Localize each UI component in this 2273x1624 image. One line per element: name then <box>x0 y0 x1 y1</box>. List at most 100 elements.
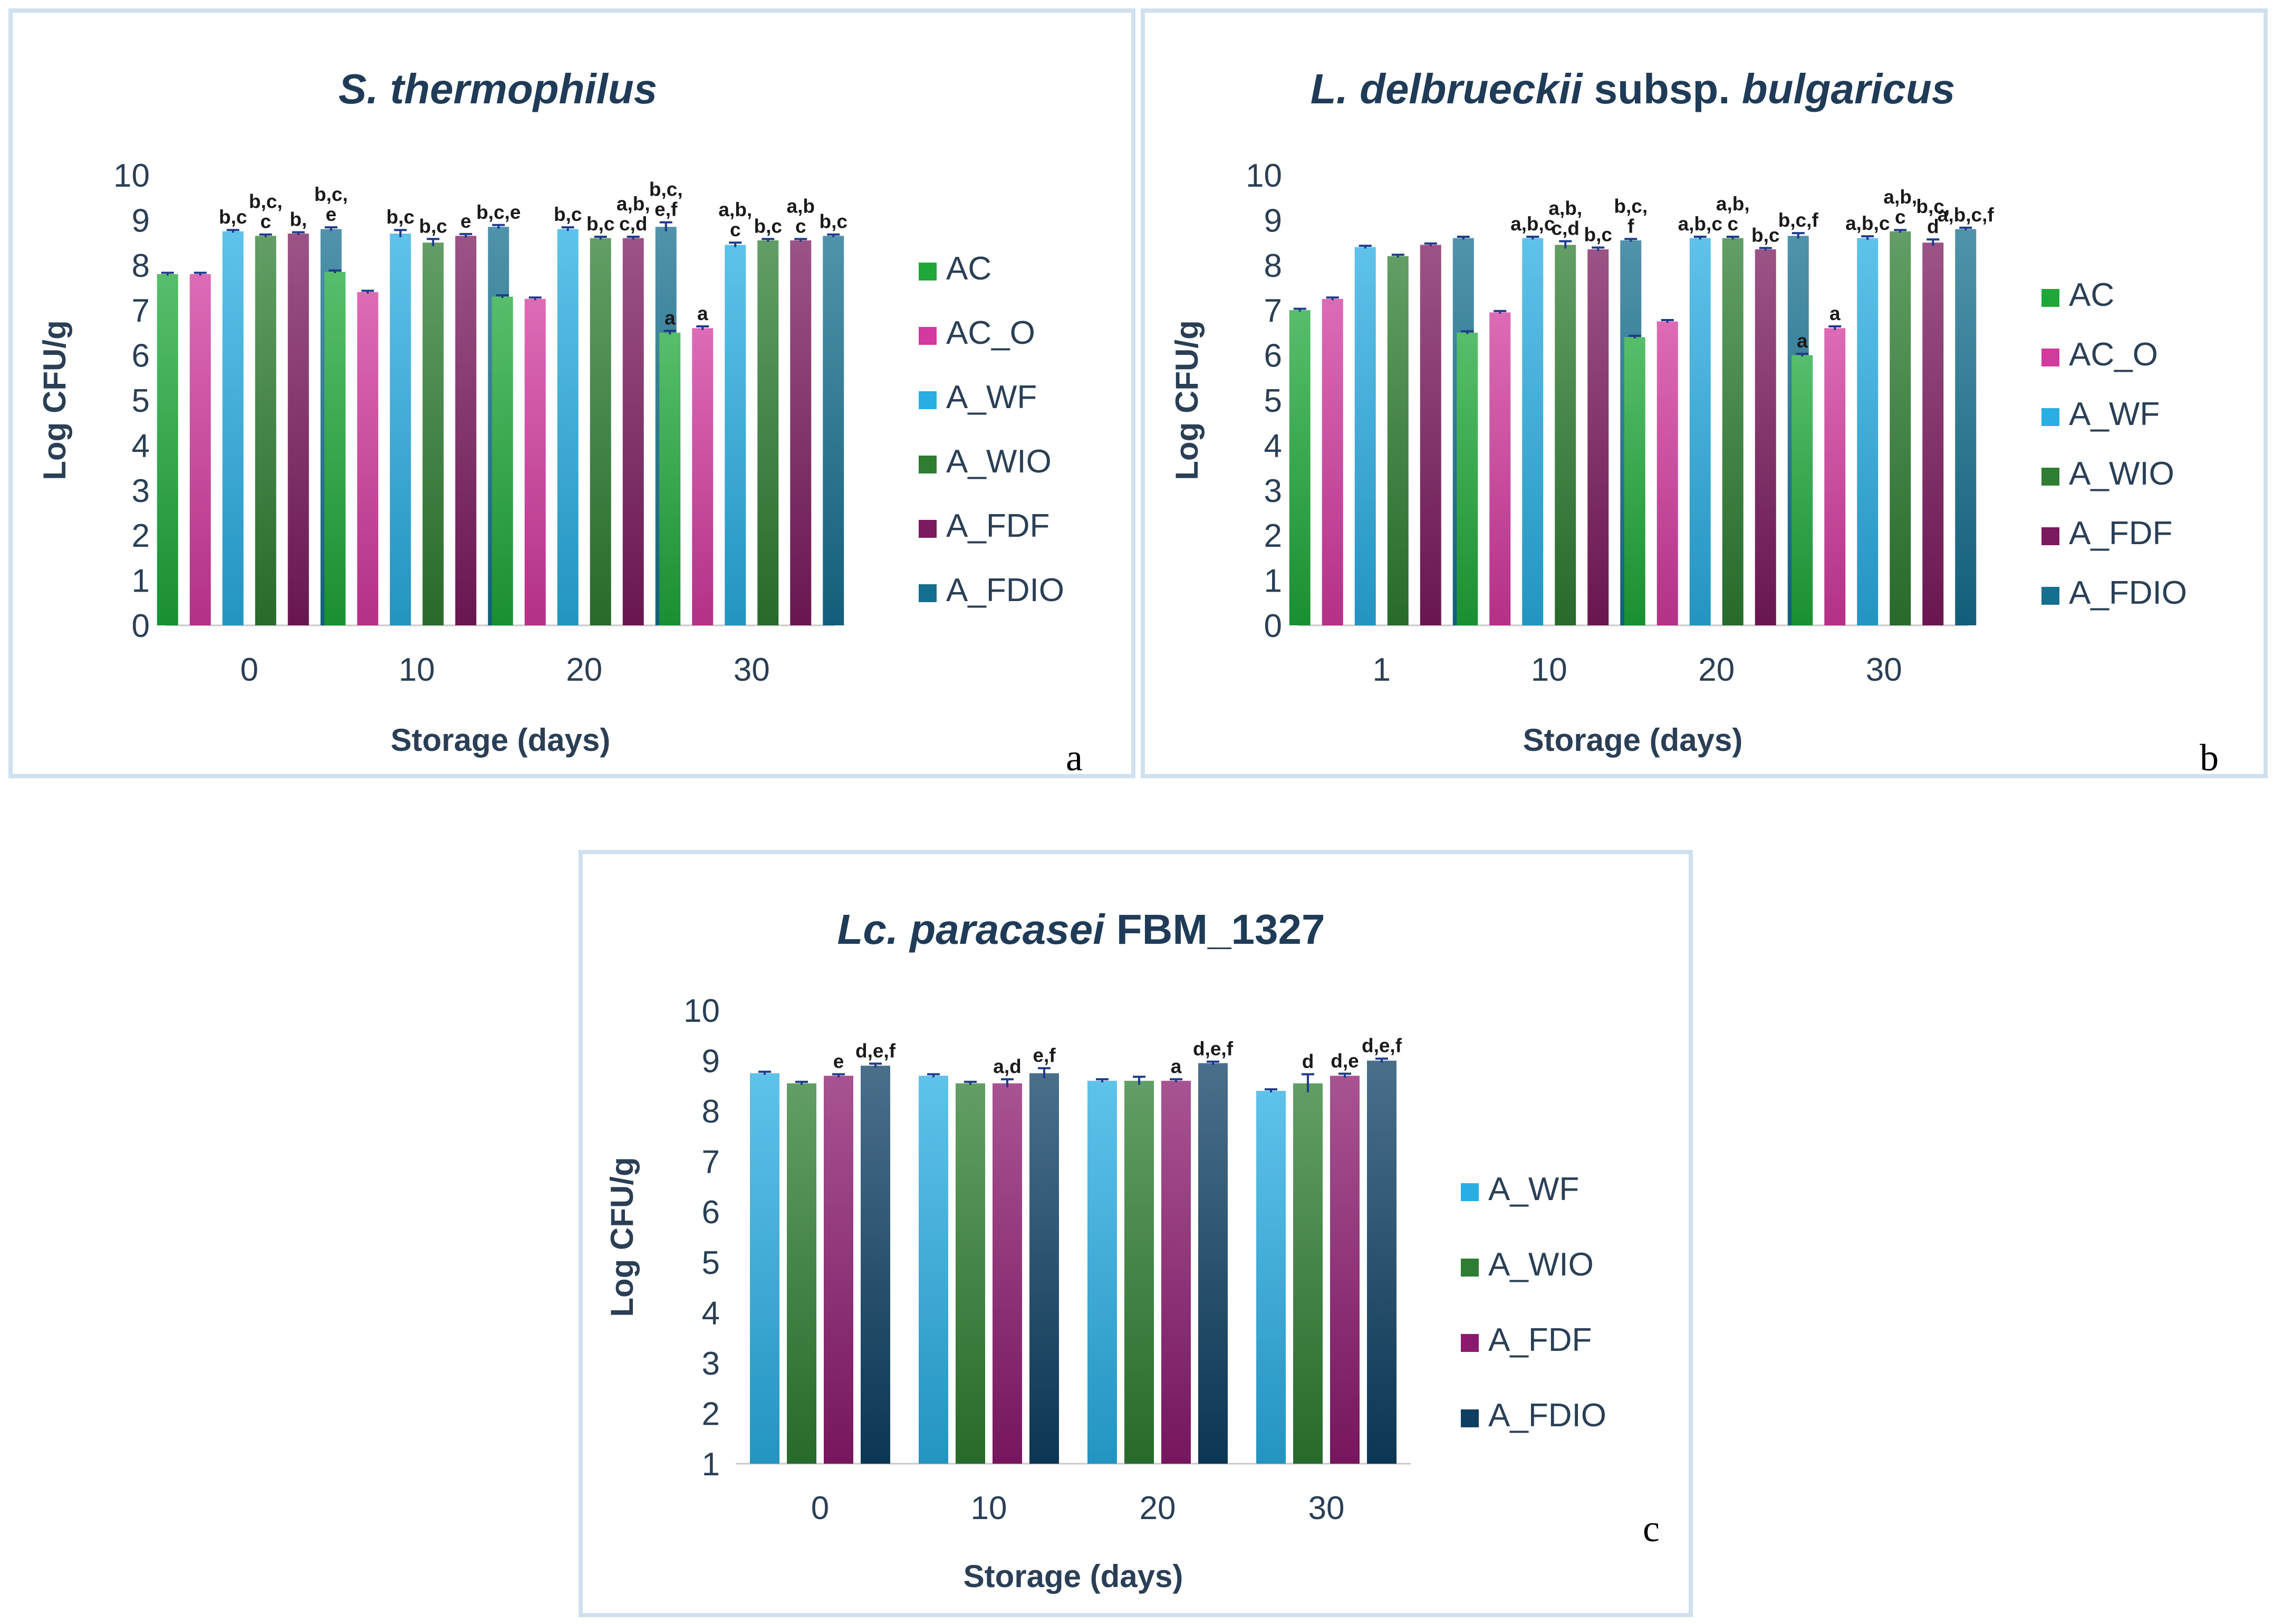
legend-label-A_WF: A_WF <box>946 379 1037 415</box>
bar-A_WIO-20 <box>590 238 611 625</box>
bar-AC-10 <box>324 272 346 625</box>
legend-label-A_WIO: A_WIO <box>1488 1246 1594 1283</box>
y-tick-label: 6 <box>132 338 150 374</box>
significance-label: b,c <box>419 215 447 237</box>
significance-label: a,b,c,f <box>1938 204 1995 226</box>
bar-AC_O-10 <box>1489 312 1511 625</box>
y-axis-label: Log CFU/g <box>37 320 72 480</box>
y-tick-label: 7 <box>1264 293 1282 329</box>
legend-swatch-A_FDF <box>2041 527 2059 545</box>
bar-A_FDIO-30 <box>823 236 844 625</box>
x-axis-label: Storage (days) <box>1523 722 1743 758</box>
significance-label: d,e,f <box>1362 1035 1402 1057</box>
x-tick-label: 30 <box>734 652 770 688</box>
significance-label: a,b, c,d <box>617 193 650 235</box>
y-tick-label: 8 <box>702 1094 720 1130</box>
panel-letter-b: b <box>2200 737 2219 779</box>
bar-A_FDF-30 <box>1330 1076 1360 1464</box>
legend-label-A_FDF: A_FDF <box>2069 515 2172 552</box>
legend-label-A_WIO: A_WIO <box>946 443 1052 480</box>
significance-label: a <box>1829 303 1841 324</box>
bar-AC-30 <box>659 332 681 625</box>
bar-A_FDIO-30 <box>1955 229 1977 626</box>
bar-A_WF-1 <box>1354 247 1376 625</box>
significance-label: b,c <box>219 206 247 228</box>
bar-A_WF-20 <box>1087 1080 1117 1464</box>
legend-swatch-A_WIO <box>1461 1259 1479 1277</box>
significance-label: b,c <box>586 213 614 235</box>
bar-A_WIO-10 <box>1555 245 1576 625</box>
legend-swatch-A_WIO <box>2041 468 2059 486</box>
y-tick-label: 6 <box>1264 338 1282 374</box>
significance-label: a,b,c <box>1883 186 1917 228</box>
significance-label: b,c <box>1584 224 1612 245</box>
significance-label: b,c,f <box>1778 209 1819 231</box>
legend-swatch-A_FDIO <box>1461 1409 1479 1427</box>
y-tick-label: 5 <box>1264 383 1282 419</box>
significance-label: a,b, c,d <box>1548 198 1582 239</box>
bar-A_WF-10 <box>1522 238 1544 625</box>
y-tick-label: 2 <box>132 518 150 554</box>
significance-label: e <box>833 1050 844 1072</box>
legend-label-A_WIO: A_WIO <box>2069 456 2174 492</box>
bar-A_FDIO-0 <box>861 1066 890 1464</box>
y-tick-label: 10 <box>1246 158 1282 194</box>
x-tick-label: 10 <box>399 652 435 688</box>
legend-label-A_FDF: A_FDF <box>1488 1322 1592 1358</box>
y-tick-label: 10 <box>113 158 150 194</box>
legend-swatch-A_FDF <box>919 520 937 538</box>
bar-A_FDF-1 <box>1420 245 1441 625</box>
y-tick-label: 3 <box>132 473 150 509</box>
bar-A_FDF-20 <box>1755 249 1776 625</box>
significance-label: b,c, d <box>1916 196 1950 237</box>
legend-label-AC_O: AC_O <box>2069 336 2158 373</box>
bar-A_FDF-10 <box>455 236 477 625</box>
bar-A_WIO-0 <box>787 1083 816 1464</box>
legend-swatch-A_WF <box>1461 1183 1479 1201</box>
significance-label: b,c <box>387 206 415 228</box>
bar-AC-10 <box>1457 332 1478 625</box>
bar-A_WF-30 <box>1857 238 1879 625</box>
bar-A_FDF-10 <box>1587 249 1609 625</box>
significance-label: e <box>460 210 471 232</box>
y-tick-label: 0 <box>132 608 150 644</box>
y-tick-label: 8 <box>1264 248 1282 284</box>
y-tick-label: 1 <box>1264 563 1282 600</box>
bar-AC_O-20 <box>1656 321 1678 625</box>
bar-AC_O-20 <box>524 298 546 625</box>
bar-AC_O-30 <box>1824 328 1846 625</box>
bar-A_WF-20 <box>1689 238 1711 625</box>
bar-A_WIO-20 <box>1124 1080 1154 1464</box>
legend-label-A_FDIO: A_FDIO <box>946 572 1064 608</box>
significance-label: a,b,c <box>718 199 752 240</box>
significance-label: b,c,e <box>476 201 521 223</box>
significance-label: b,c <box>554 204 582 225</box>
legend-label-A_FDF: A_FDF <box>946 508 1049 544</box>
significance-label: a <box>1797 330 1808 352</box>
significance-label: b,c,f <box>1614 195 1648 237</box>
bar-AC-0 <box>157 274 178 625</box>
legend-swatch-AC_O <box>2041 349 2059 366</box>
bar-AC_O-30 <box>692 328 714 625</box>
significance-label: a <box>664 307 676 328</box>
bar-A_FDF-0 <box>824 1076 853 1464</box>
x-axis-label: Storage (days) <box>391 722 611 758</box>
legend-swatch-AC <box>2041 289 2059 307</box>
chart-c-svg: Lc. paracasei FBM_1327 1 2 3 4 5 6 7 8 9 10 Log CFU… <box>604 906 1606 1594</box>
significance-label: b,c <box>1751 224 1779 246</box>
y-tick-label: 10 <box>683 993 720 1029</box>
bar-A_WIO-20 <box>1722 238 1744 625</box>
y-axis-label: Log CFU/g <box>1169 320 1205 480</box>
significance-label: a,b,c <box>1716 193 1750 235</box>
significance-label: b,c <box>754 215 782 237</box>
legend-label-A_WF: A_WF <box>1488 1171 1579 1207</box>
significance-label: b,c, e,f <box>649 179 683 220</box>
significance-label: d,e,f <box>855 1040 896 1061</box>
significance-label: a <box>697 303 708 324</box>
bar-A_WF-30 <box>725 245 746 625</box>
legend-label-A_FDIO: A_FDIO <box>2069 575 2187 611</box>
legend-swatch-AC <box>919 263 937 281</box>
y-tick-label: 4 <box>1264 428 1282 464</box>
significance-label: b,c, c <box>249 191 283 233</box>
bar-A_FDF-10 <box>993 1083 1022 1464</box>
